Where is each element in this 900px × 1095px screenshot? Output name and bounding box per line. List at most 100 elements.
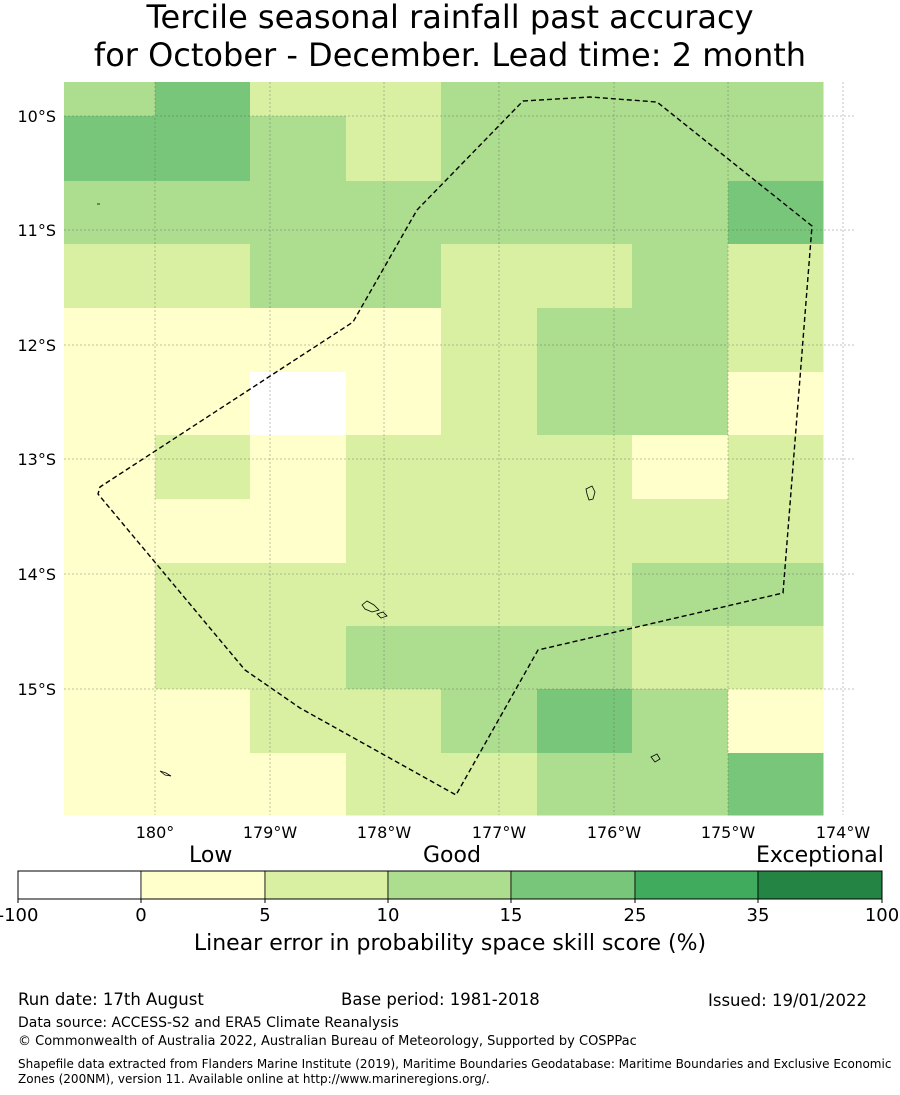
grid-cell — [537, 116, 633, 182]
longitude-label: 177°W — [472, 823, 527, 842]
grid-cell — [728, 435, 824, 500]
grid-cell — [728, 753, 824, 816]
islands — [97, 203, 661, 777]
grid-cell — [537, 499, 633, 564]
grid-cell — [346, 181, 442, 245]
grid-cell — [728, 244, 824, 309]
grid-cell — [155, 753, 251, 816]
grid-cell — [632, 753, 729, 816]
grid-cell — [441, 116, 538, 182]
grid-cell — [728, 626, 824, 690]
grid-cell — [632, 435, 729, 500]
island-outline — [376, 611, 388, 619]
colorbar-tick-label: 0 — [135, 905, 146, 926]
longitude-label: 180° — [136, 823, 175, 842]
grid-cell — [64, 626, 156, 690]
grid-cell — [441, 82, 538, 117]
grid-cell — [441, 626, 538, 690]
grid-cell — [250, 308, 347, 373]
grid-cell — [155, 372, 251, 436]
grid-cell — [155, 308, 251, 373]
grid-cell — [728, 308, 824, 373]
grid-cell — [155, 435, 251, 500]
grid-cell — [64, 308, 156, 373]
longitude-label: 179°W — [243, 823, 298, 842]
colorbar-tick-label: -100 — [0, 905, 38, 926]
grid-cell — [155, 244, 251, 309]
grid-cell — [728, 181, 824, 245]
grid-cell — [346, 116, 442, 182]
colorbar-tick-label: 100 — [865, 905, 899, 926]
colorbar-segment — [757, 870, 883, 900]
colorbar-segment — [510, 870, 636, 900]
grid-cell — [346, 499, 442, 564]
grid-cell — [346, 626, 442, 690]
colorbar-tick-label: 15 — [500, 905, 523, 926]
grid-cell — [537, 244, 633, 309]
grid-cell — [537, 626, 633, 690]
grid-cell — [537, 563, 633, 627]
grid-cell — [441, 181, 538, 245]
grid-cell — [441, 563, 538, 627]
issued-date: Issued: 19/01/2022 — [708, 991, 868, 1010]
grid-cell — [728, 82, 824, 117]
grid-cell — [64, 753, 156, 816]
grid-cell — [250, 372, 347, 436]
longitude-label: 175°W — [701, 823, 756, 842]
latitude-label: 11°S — [17, 221, 56, 240]
grid-cell — [632, 244, 729, 309]
grid-cell — [155, 689, 251, 754]
island-outline — [650, 753, 661, 763]
grid-cell — [64, 372, 156, 436]
grid-cell — [632, 181, 729, 245]
grid-cell — [346, 82, 442, 117]
grid-cell — [632, 626, 729, 690]
grid-cell — [632, 372, 729, 436]
grid-cell — [155, 181, 251, 245]
island-outline — [361, 600, 380, 613]
grid-cell — [155, 563, 251, 627]
island-outline — [159, 770, 172, 777]
colorbar-segment — [264, 870, 389, 900]
grid-cell — [441, 435, 538, 500]
grid-cell — [64, 244, 156, 309]
colorbar-segment — [17, 870, 142, 900]
grid-cell — [64, 499, 156, 564]
grid-cell — [250, 116, 347, 182]
grid-cell — [64, 563, 156, 627]
grid-cell — [441, 689, 538, 754]
grid-cell — [64, 116, 156, 182]
colorbar-segment — [387, 870, 512, 900]
skill-score-map: 10°S11°S12°S13°S14°S15°S 180° 179°W 178°W 1… — [0, 82, 899, 926]
grid-cell — [632, 689, 729, 754]
chart-title-line1: Tercile seasonal rainfall past accuracy — [146, 0, 754, 36]
grid-cell — [155, 499, 251, 564]
grid-cell — [250, 753, 347, 816]
grid-cell — [64, 689, 156, 754]
latitude-label: 15°S — [17, 680, 56, 699]
run-date: Run date: 17th August — [18, 990, 204, 1009]
grid-cell — [346, 689, 442, 754]
grid-cell — [537, 689, 633, 754]
latitude-label: 12°S — [17, 336, 56, 355]
grid-cell — [632, 499, 729, 564]
grid-cell — [728, 689, 824, 754]
grid-cell — [441, 753, 538, 816]
latitude-label: 13°S — [17, 450, 56, 469]
grid-cell — [537, 372, 633, 436]
colorbar-tick-label: 5 — [259, 905, 270, 926]
grid-cell — [537, 82, 633, 117]
grid-cell — [441, 499, 538, 564]
colorbar-good-label: Good — [423, 843, 481, 868]
grid-cell — [64, 82, 156, 117]
base-period: Base period: 1981-2018 — [341, 990, 540, 1009]
latitude-label: 14°S — [17, 565, 56, 584]
grid-cell — [250, 181, 347, 245]
colorbar: -100 0 5 10 15 25 35 100 — [0, 870, 899, 926]
grid-cell — [632, 308, 729, 373]
colorbar-segment — [634, 870, 759, 900]
grid-cell — [250, 563, 347, 627]
grid-cell — [250, 499, 347, 564]
colorbar-exceptional-label: Exceptional — [756, 843, 884, 868]
grid-cell — [441, 308, 538, 373]
